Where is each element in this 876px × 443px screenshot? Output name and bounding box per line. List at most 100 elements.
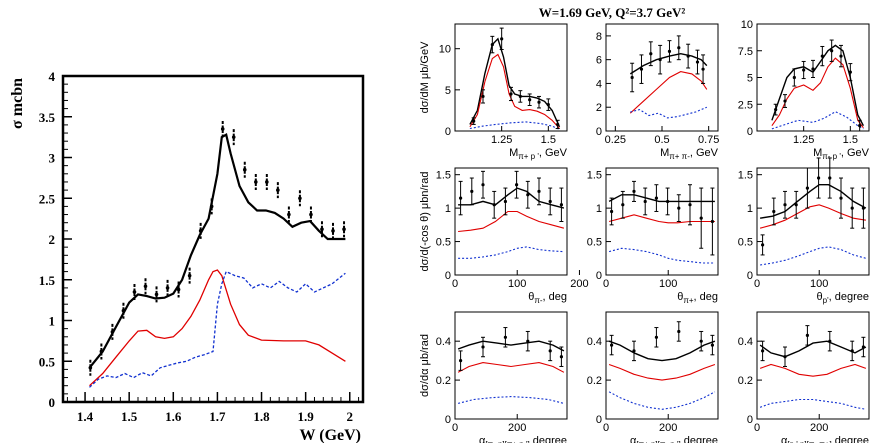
- x-tick-label: 1.25: [491, 134, 512, 146]
- data-point: [850, 206, 854, 210]
- data-point: [331, 229, 335, 233]
- model-curve-3: [771, 111, 864, 130]
- y-tick-label: 1: [747, 203, 753, 215]
- data-point: [820, 54, 824, 58]
- data-point: [667, 49, 672, 53]
- data-point: [688, 203, 692, 207]
- x-tick-label: 200: [659, 422, 677, 434]
- data-point: [231, 135, 236, 139]
- data-point: [654, 196, 659, 200]
- y-tick-label: 0: [596, 126, 602, 138]
- y-tick-label: 0: [747, 270, 753, 282]
- data-point: [639, 67, 644, 71]
- data-point: [805, 333, 810, 337]
- row-label-3: dσ/dα μb/rad: [419, 334, 431, 397]
- data-point: [472, 119, 476, 123]
- data-point: [677, 206, 681, 210]
- y-tick-label: 0.4: [587, 336, 602, 348]
- data-point: [850, 349, 854, 353]
- data-point: [99, 349, 104, 354]
- model-curve-1: [608, 194, 715, 203]
- y-tick-label: 0.4: [738, 336, 753, 348]
- data-point: [811, 67, 815, 71]
- data-point: [503, 199, 507, 204]
- data-point: [503, 335, 507, 339]
- data-point: [548, 199, 552, 204]
- model-curve-1: [458, 187, 565, 209]
- x-tick-label: 100: [508, 278, 526, 290]
- data-point: [848, 70, 852, 74]
- model-curve-3: [759, 398, 866, 410]
- x-tick-label: 200: [508, 422, 526, 434]
- y-tick-label: 0: [445, 126, 451, 138]
- data-point: [643, 199, 647, 204]
- data-point: [165, 286, 170, 290]
- panel-frame: [756, 311, 870, 420]
- data-point: [792, 75, 796, 80]
- x-axis-label: Mπ- p ', GeV: [813, 147, 870, 161]
- model-curve-1: [469, 37, 561, 128]
- data-point: [459, 196, 463, 200]
- data-point: [686, 54, 690, 58]
- data-point: [198, 229, 203, 233]
- data-point: [459, 359, 463, 363]
- model-curve-2: [771, 57, 864, 129]
- x-axis-label: W (GeV): [300, 427, 361, 443]
- x-tick-label: 0: [452, 278, 458, 290]
- y-tick-label: 0: [445, 270, 451, 282]
- data-point: [632, 189, 636, 194]
- x-axis-label: Mπ+ π-, GeV: [660, 147, 719, 161]
- panel-frame: [605, 311, 719, 420]
- x-tick-label: 1.5: [843, 134, 858, 146]
- y-tick-label: 3.5: [39, 110, 56, 125]
- data-point: [783, 99, 787, 103]
- data-point: [143, 284, 148, 289]
- data-point: [287, 212, 291, 217]
- data-point: [470, 189, 474, 194]
- x-tick-label: 0: [754, 278, 760, 290]
- data-point: [500, 37, 504, 41]
- data-point: [658, 58, 662, 62]
- grid-title: W=1.69 GeV, Q²=3.7 GeV²: [539, 5, 686, 20]
- panel-frame: [605, 23, 719, 132]
- x-axis-label: α[π+ p][π- p '] degree: [630, 435, 718, 443]
- x-tick-label: 0.25: [605, 134, 626, 146]
- data-point: [677, 46, 681, 50]
- model-curve-2: [458, 210, 565, 233]
- x-tick-label: 1.8: [253, 409, 270, 424]
- data-point: [298, 196, 302, 201]
- data-point: [509, 92, 513, 96]
- x-axis-label: θπ-, deg: [528, 291, 567, 305]
- panel-frame: [756, 167, 870, 276]
- data-point: [805, 186, 810, 190]
- data-point: [481, 94, 485, 99]
- model-curve-3: [630, 106, 708, 119]
- data-point: [666, 199, 670, 204]
- x-tick-label: 1.5: [121, 409, 138, 424]
- x-tick-label: 0.75: [698, 134, 719, 146]
- y-tick-label: 1.5: [436, 170, 451, 182]
- y-tick-label: 0.2: [436, 375, 451, 387]
- data-point: [556, 122, 560, 127]
- model-curve-1: [759, 184, 867, 219]
- x-axis-label: θπ+, deg: [677, 291, 718, 305]
- y-tick-label: 0: [445, 414, 451, 426]
- model-curve-2: [608, 214, 715, 224]
- model-curve-3: [458, 246, 564, 259]
- model-curve-1: [629, 52, 708, 75]
- model-curve-1: [457, 340, 565, 352]
- y-tick-label: 0.5: [587, 237, 602, 249]
- data-point: [649, 52, 653, 56]
- data-point: [701, 67, 705, 71]
- data-point: [481, 183, 485, 187]
- data-point: [559, 203, 564, 207]
- data-point: [528, 98, 532, 102]
- model-curve-2: [759, 363, 867, 377]
- y-tick-label: 1.5: [587, 170, 602, 182]
- data-point: [783, 355, 787, 359]
- data-point: [276, 188, 280, 192]
